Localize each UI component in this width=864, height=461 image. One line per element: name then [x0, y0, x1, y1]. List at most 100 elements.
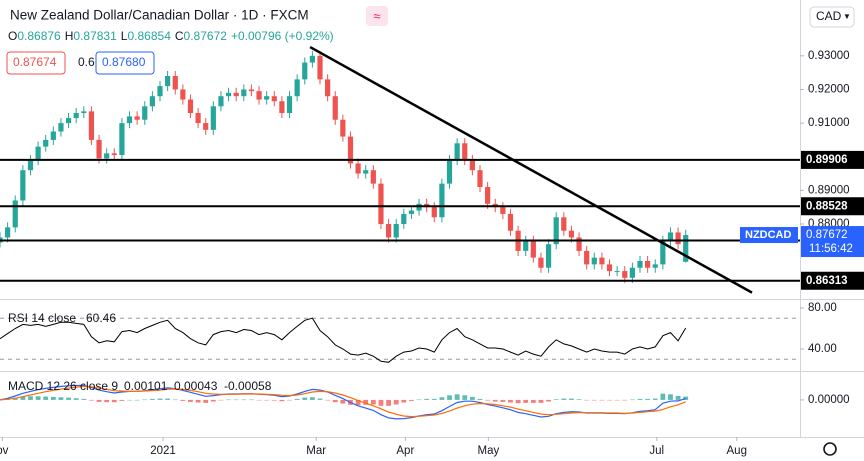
plot: 0.880000.890000.910000.920000.930000.899…: [0, 45, 864, 457]
y-tick-label: 0.92000: [808, 83, 850, 95]
histogram-bar: [264, 399, 270, 401]
histogram-bar: [477, 398, 483, 400]
histogram-bar: [149, 398, 155, 400]
histogram-bar: [325, 399, 331, 401]
y-tick-label: 0.93000: [808, 50, 850, 62]
candle-body: [241, 89, 247, 97]
histogram-bar: [28, 396, 33, 400]
candle-body: [119, 123, 125, 156]
histogram-bar: [172, 399, 178, 401]
candle-body: [12, 200, 18, 228]
buy-box[interactable]: [95, 51, 155, 75]
histogram-bar: [58, 397, 64, 400]
candle-body: [385, 224, 392, 238]
ohlc-key: C: [175, 29, 184, 43]
candle-body: [561, 217, 567, 231]
histogram-bar: [226, 399, 231, 401]
y-tick-label: 0.00000: [808, 394, 850, 406]
last-price-bg: [801, 226, 864, 258]
candle-body: [576, 237, 582, 251]
histogram-bar: [569, 398, 574, 400]
histogram-bar: [294, 398, 300, 400]
dropdown-arrow: ▼: [843, 12, 851, 21]
ohlc-row: O0.86876 H0.87831 L0.86854 C0.87672 +0.00796…: [8, 29, 334, 43]
level-label: 0.86313: [806, 275, 848, 287]
candle-body: [149, 96, 155, 107]
candle-body: [65, 118, 72, 124]
candle-body: [332, 96, 338, 120]
icon-glyph: ≈: [373, 8, 380, 23]
candle-body: [157, 86, 163, 97]
last-price: 0.87672: [806, 229, 848, 241]
currency: CAD: [816, 9, 842, 23]
candle-body: [195, 113, 201, 124]
candle-body: [20, 170, 26, 201]
candle-body: [629, 267, 635, 278]
histogram-bar: [241, 399, 247, 401]
candle-body: [485, 187, 491, 204]
ohlc-key: H: [65, 29, 74, 43]
histogram-bar: [553, 399, 559, 400]
x-tick-label: 2021: [150, 445, 176, 457]
icon-bg: [366, 6, 388, 26]
ohlc-value: 0.86854: [127, 29, 171, 43]
candle-body: [294, 79, 300, 97]
legend-name: RSI 14 close: [8, 311, 76, 325]
candle-body: [73, 113, 79, 119]
sell-box[interactable]: [6, 51, 66, 75]
change: +0.00796 (+0.92%): [231, 29, 334, 43]
candle-body: [111, 153, 117, 156]
histogram-bar: [73, 398, 79, 400]
candle-body: [309, 55, 315, 63]
histogram-bar: [424, 398, 430, 400]
histogram-bar: [561, 398, 567, 400]
histogram-bar: [332, 399, 338, 403]
symbol-label-bg: [740, 227, 798, 244]
candle-body: [660, 240, 666, 265]
ohlc-key: O: [8, 29, 17, 43]
histogram-bar: [416, 399, 422, 401]
candle-body: [180, 89, 186, 100]
candle-body: [645, 261, 651, 268]
histogram-bar: [233, 399, 239, 401]
histogram-bar: [645, 398, 651, 400]
candle-body: [165, 76, 171, 87]
candle-body: [347, 136, 354, 164]
spread: 0.6: [78, 55, 95, 69]
candle-body: [545, 244, 552, 268]
candle-body: [271, 96, 277, 102]
candle-body: [203, 123, 209, 130]
candle-body: [378, 183, 384, 225]
histogram-bar: [249, 399, 254, 401]
legend-value: 0.00043: [174, 379, 218, 393]
candle-body: [134, 116, 140, 120]
candle-body: [477, 170, 483, 188]
histogram-bar: [43, 396, 49, 400]
histogram-bar: [439, 397, 445, 400]
histogram-bar: [462, 395, 468, 400]
legend-name: MACD 12 26 close 9: [8, 379, 118, 393]
rsi-line: [0, 317, 687, 363]
candle-body: [27, 160, 34, 171]
chart-title: New Zealand Dollar/Canadian Dollar · 1D …: [10, 8, 309, 23]
indicator-icon[interactable]: ≈: [366, 6, 388, 26]
buy-price: 0.87680: [102, 55, 146, 69]
histogram-bar: [386, 399, 391, 406]
histogram-bar: [20, 396, 26, 400]
histogram-bar: [96, 399, 102, 402]
histogram-bar: [576, 399, 582, 400]
histogram-bar: [538, 399, 544, 403]
histogram-bar: [584, 399, 590, 401]
histogram-bar: [614, 399, 620, 401]
currency-button[interactable]: [809, 6, 855, 28]
histogram-bar: [256, 399, 262, 401]
histogram-bar: [607, 399, 612, 401]
histogram-bar: [523, 399, 529, 403]
ohlc-value: 0.87831: [73, 29, 117, 43]
settings-icon[interactable]: [823, 442, 837, 456]
histogram-bar: [546, 399, 551, 402]
histogram-bar: [317, 398, 323, 400]
histogram-bar: [530, 399, 536, 403]
candle-body: [454, 143, 460, 161]
